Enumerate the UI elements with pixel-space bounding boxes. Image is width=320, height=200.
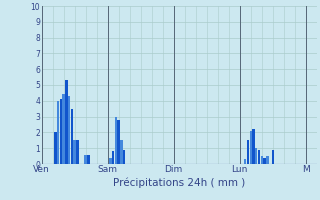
Bar (87, 155, 90, 164)
Bar (263, 158, 266, 164)
Bar (244, 159, 246, 164)
Bar (84, 155, 87, 164)
Bar (65, 80, 68, 164)
Bar (250, 131, 252, 164)
Bar (115, 117, 117, 164)
Bar (120, 140, 123, 164)
Bar (71, 109, 73, 164)
Bar (112, 151, 114, 164)
Bar (258, 150, 260, 164)
Bar (60, 99, 62, 164)
Bar (247, 140, 249, 164)
Bar (260, 156, 263, 164)
Bar (266, 156, 268, 164)
Bar (73, 140, 76, 164)
Bar (54, 132, 57, 164)
Bar (117, 120, 120, 164)
Bar (272, 150, 274, 164)
Bar (57, 101, 59, 164)
Bar (123, 150, 125, 164)
Bar (255, 148, 258, 164)
Bar (68, 96, 70, 164)
Bar (76, 140, 79, 164)
Bar (62, 94, 65, 164)
Bar (252, 129, 255, 164)
Bar (109, 158, 112, 164)
X-axis label: Précipitations 24h ( mm ): Précipitations 24h ( mm ) (113, 177, 245, 188)
